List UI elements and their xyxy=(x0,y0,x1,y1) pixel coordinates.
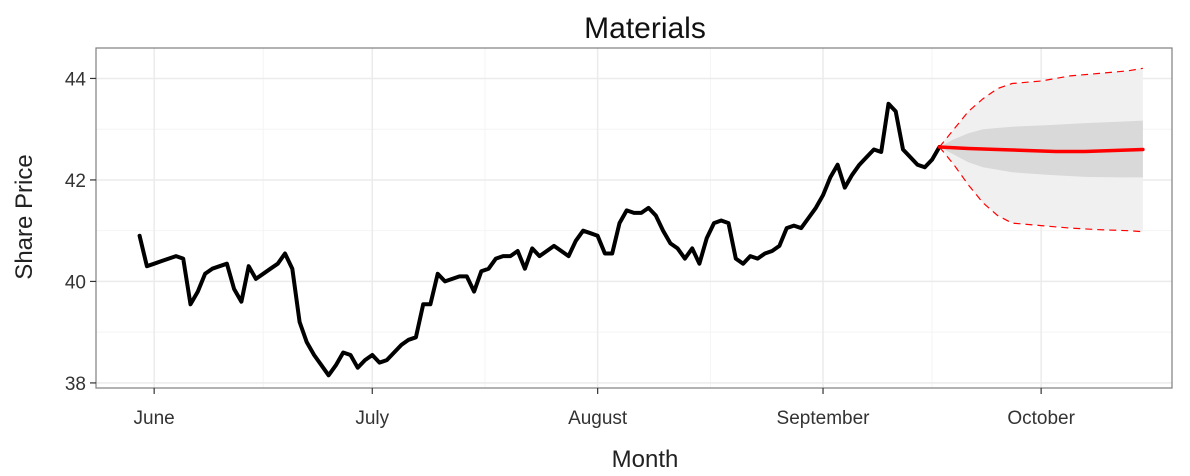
forecast-lower95-line xyxy=(938,146,1143,233)
history-line xyxy=(137,101,942,378)
forecast-upper95-line xyxy=(938,67,1144,148)
plot-border xyxy=(95,47,1173,389)
y-tick-label: 40 xyxy=(65,272,86,293)
x-tick-label: September xyxy=(777,408,871,429)
plot-area: 38 40 42 44 June July August September October xyxy=(65,47,1173,429)
y-tick-label: 44 xyxy=(65,69,87,90)
x-tick-label: August xyxy=(568,408,628,429)
x-tick-label: July xyxy=(355,408,389,429)
forecast-band-80 xyxy=(939,120,1143,178)
x-axis-title: Month xyxy=(612,446,679,473)
forecast-line xyxy=(937,145,1145,154)
y-axis-title: Share Price xyxy=(11,154,38,279)
y-tick-label: 42 xyxy=(65,171,86,192)
chart-title: Materials xyxy=(584,12,706,45)
x-tick-label: October xyxy=(1007,408,1075,429)
x-tick-label: June xyxy=(134,408,175,429)
y-tick-label: 38 xyxy=(65,374,86,395)
